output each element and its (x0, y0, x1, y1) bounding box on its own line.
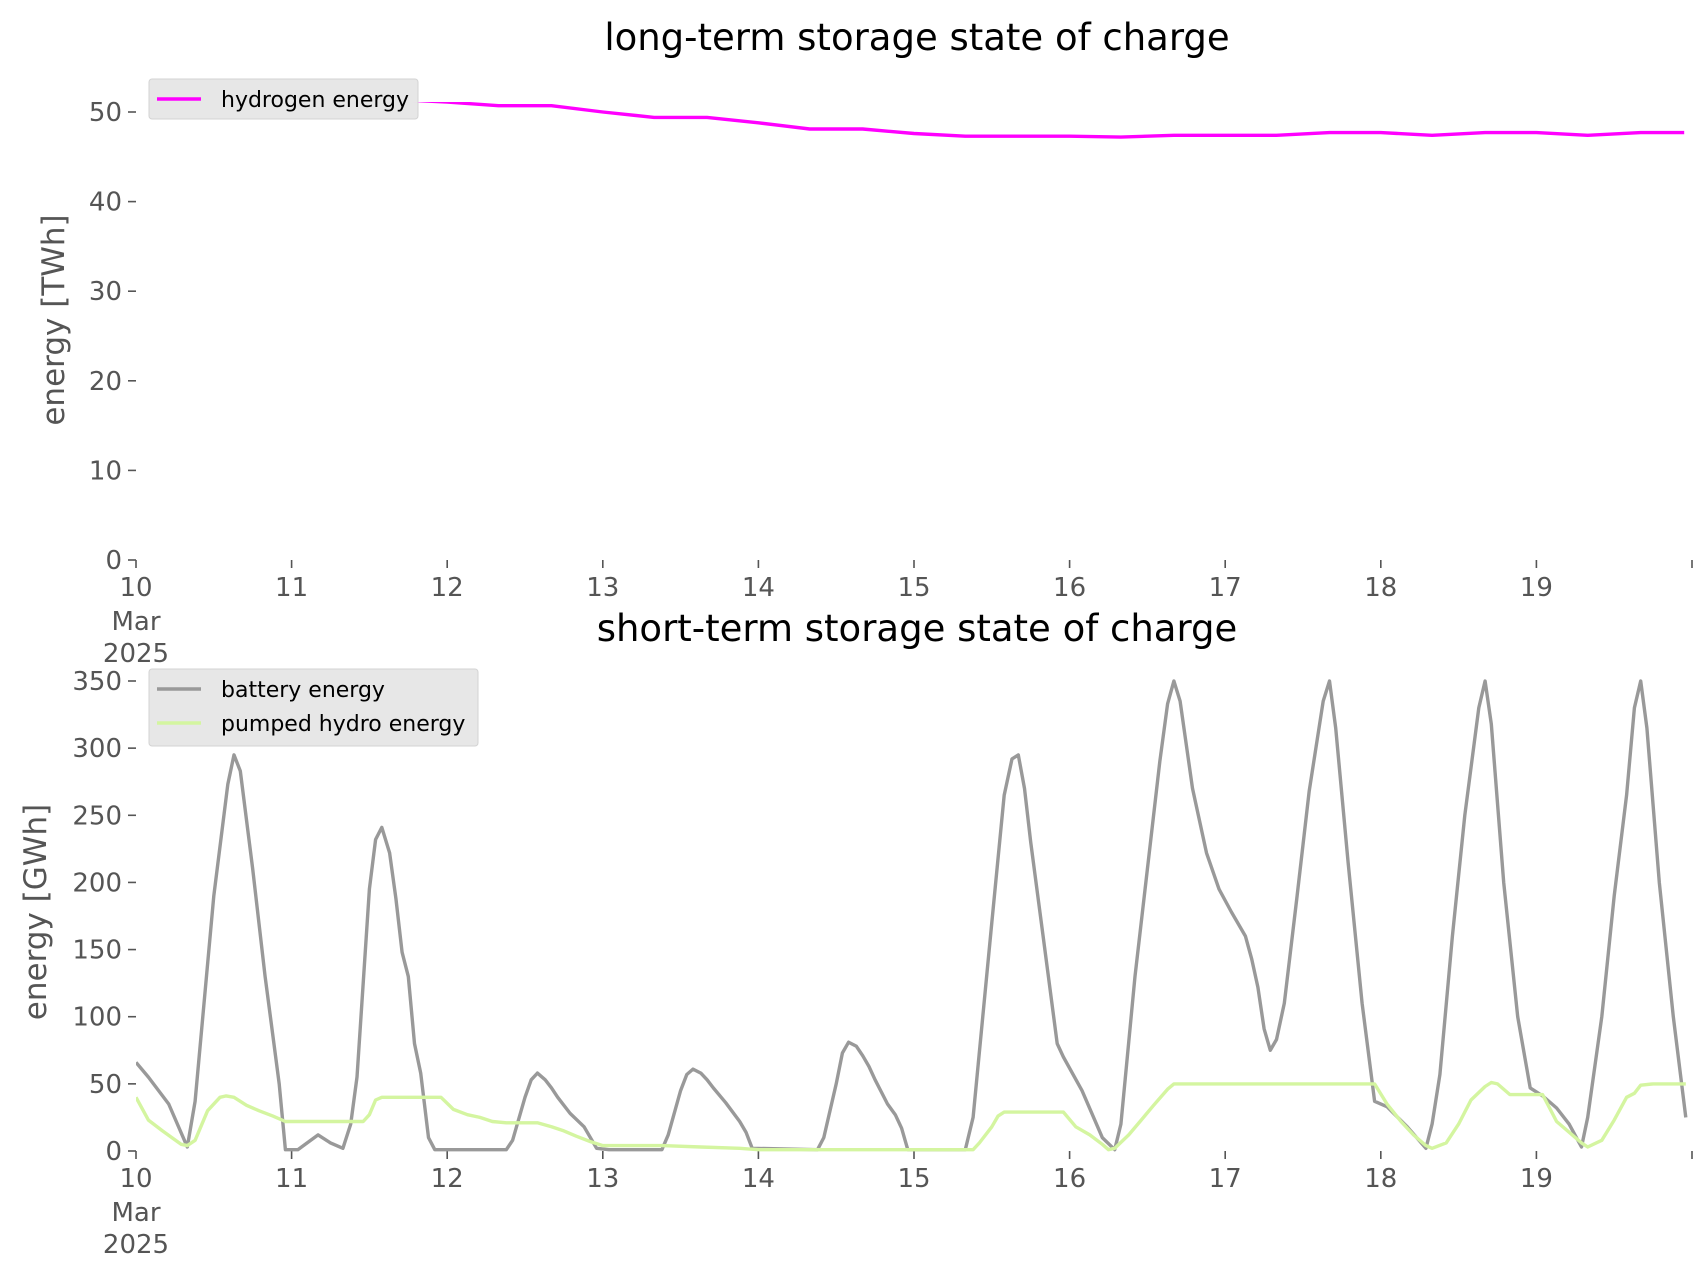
legend-box (148, 668, 479, 747)
x-tick-label: 11 (275, 573, 308, 603)
chart-title: long-term storage state of charge (604, 16, 1229, 59)
y-tick-label: 300 (72, 734, 122, 764)
x-tick-label: 18 (1364, 573, 1397, 603)
chart-title: short-term storage state of charge (597, 607, 1238, 650)
y-tick-label: 20 (89, 367, 122, 397)
legend: hydrogen energy (148, 78, 419, 120)
y-axis-label: energy [GWh] (18, 804, 54, 1020)
short-term-storage-chart: short-term storage state of charge energ… (18, 607, 1693, 1260)
y-tick-label: 350 (72, 667, 122, 697)
legend-label: pumped hydro energy (221, 712, 465, 737)
legend: battery energy pumped hydro energy (148, 668, 479, 747)
y-tick-label: 10 (89, 456, 122, 486)
series-line-hydrogen-energy (411, 102, 1685, 139)
x-tick-label: 15 (897, 1164, 930, 1194)
y-tick-label: 40 (89, 188, 122, 218)
series-lines (411, 102, 1685, 139)
x-tick-label: 14 (742, 573, 775, 603)
x-tick-label: 12 (431, 573, 464, 603)
y-tick-label: 50 (89, 98, 122, 128)
y-tick-label: 250 (72, 801, 122, 831)
x-tick-label: 12 (431, 1164, 464, 1194)
y-tick-label: 200 (72, 868, 122, 898)
x-tick-sublabel: Mar (111, 607, 160, 637)
y-tick-label: 50 (89, 1070, 122, 1100)
x-tick-label: 10 (119, 1164, 152, 1194)
x-tick-label: 15 (897, 573, 930, 603)
y-tick-label: 30 (89, 277, 122, 307)
y-tick-label: 100 (72, 1003, 122, 1033)
x-tick-label: 16 (1053, 1164, 1086, 1194)
axes: 0 50 100 150 200 250 300 350 10 11 12 13 14 15 16 17 18 1… (72, 667, 1693, 1260)
y-tick-label: 0 (105, 1137, 122, 1167)
x-tick-label: 17 (1209, 1164, 1242, 1194)
x-tick-label: 13 (586, 573, 619, 603)
legend-label: hydrogen energy (221, 88, 409, 113)
x-tick-label: 19 (1520, 1164, 1553, 1194)
x-tick-label: 10 (119, 573, 152, 603)
x-tick-sublabel: Mar (111, 1198, 160, 1228)
series-lines (136, 679, 1688, 1152)
x-tick-label: 14 (742, 1164, 775, 1194)
x-tick-label: 11 (275, 1164, 308, 1194)
legend-box (148, 78, 419, 120)
x-tick-label: 13 (586, 1164, 619, 1194)
y-tick-label: 0 (105, 546, 122, 576)
long-term-storage-chart: long-term storage state of charge energy… (36, 16, 1693, 669)
series-line-pumped-hydro-energy (136, 1080, 1686, 1152)
x-tick-label: 17 (1209, 573, 1242, 603)
x-tick-label: 18 (1364, 1164, 1397, 1194)
legend-label: battery energy (221, 678, 385, 703)
x-tick-sublabel: 2025 (103, 1230, 169, 1260)
y-axis-label: energy [TWh] (36, 214, 72, 425)
x-tick-label: 16 (1053, 573, 1086, 603)
x-tick-sublabel: 2025 (103, 639, 169, 669)
series-line-battery-energy (136, 679, 1688, 1152)
x-tick-label: 19 (1520, 573, 1553, 603)
y-tick-label: 150 (72, 936, 122, 966)
